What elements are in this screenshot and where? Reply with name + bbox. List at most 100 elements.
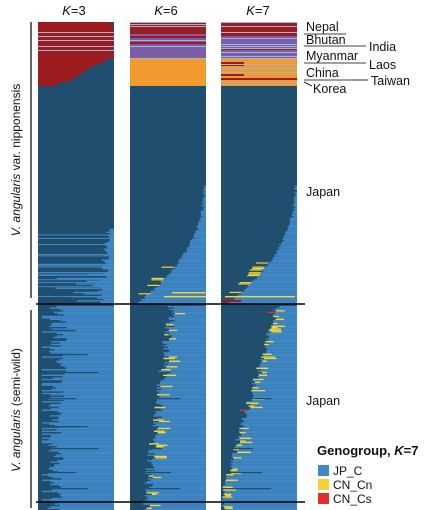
ancestry-segment xyxy=(41,440,114,442)
ancestry-segment xyxy=(232,468,297,470)
ancestry-segment xyxy=(163,374,206,376)
ancestry-segment xyxy=(48,444,115,446)
ancestry-segment xyxy=(221,40,297,42)
ancestry-segment xyxy=(171,269,206,271)
ancestry-segment xyxy=(162,341,206,343)
ancestry-segment xyxy=(234,446,297,448)
ancestry-segment xyxy=(239,437,252,439)
ancestry-segment xyxy=(153,422,206,424)
ancestry-segment xyxy=(147,497,206,500)
ancestry-segment xyxy=(203,188,206,190)
ancestry-segment xyxy=(154,440,206,442)
ancestry-segment xyxy=(168,356,177,358)
ancestry-segment xyxy=(172,311,206,313)
ancestry-segment xyxy=(294,188,297,190)
ancestry-segment xyxy=(230,469,238,472)
ancestry-segment xyxy=(166,70,206,72)
ancestry-segment xyxy=(149,486,206,488)
ancestry-segment xyxy=(156,444,206,446)
ancestry-segment xyxy=(60,345,114,347)
ancestry-segment xyxy=(293,212,297,214)
ancestry-segment xyxy=(188,66,206,68)
ancestry-segment xyxy=(225,479,238,481)
ancestry-segment xyxy=(273,321,297,323)
ancestry-segment xyxy=(157,394,206,396)
ancestry-segment xyxy=(176,263,206,266)
ancestry-segment xyxy=(169,350,206,353)
ancestry-segment xyxy=(289,223,297,225)
ancestry-segment xyxy=(63,314,114,316)
ancestry-segment xyxy=(235,439,297,441)
ancestry-segment xyxy=(171,270,206,273)
ancestry-segment xyxy=(202,199,206,201)
ancestry-segment xyxy=(156,402,206,404)
ancestry-segment xyxy=(230,465,297,467)
ancestry-segment xyxy=(259,74,297,76)
ancestry-segment xyxy=(256,262,269,264)
ancestry-segment xyxy=(38,34,114,36)
ancestry-segment xyxy=(163,405,206,407)
ancestry-segment xyxy=(41,401,114,403)
ancestry-segment xyxy=(221,300,241,302)
ancestry-segment xyxy=(106,231,114,233)
ancestry-segment xyxy=(176,68,206,70)
ancestry-segment xyxy=(102,268,114,270)
ancestry-segment xyxy=(159,381,206,383)
ancestry-segment xyxy=(169,338,206,340)
ancestry-segment xyxy=(48,398,114,400)
ancestry-segment xyxy=(178,259,206,261)
ancestry-segment xyxy=(106,251,114,253)
ancestry-segment xyxy=(261,356,275,358)
ancestry-segment xyxy=(262,353,272,355)
ancestry-segment xyxy=(106,276,114,278)
ancestry-segment xyxy=(269,336,297,339)
ancestry-segment xyxy=(130,62,206,64)
ancestry-segment xyxy=(239,409,248,411)
region-label-myanmar: Myanmar xyxy=(306,49,358,63)
ancestry-segment xyxy=(200,220,206,222)
row-line xyxy=(38,50,114,51)
ancestry-segment xyxy=(130,56,206,58)
ancestry-segment xyxy=(51,448,114,451)
ancestry-segment xyxy=(174,320,206,322)
ancestry-segment xyxy=(146,507,206,509)
ancestry-segment xyxy=(109,228,114,231)
region-label-china: China xyxy=(306,66,339,80)
ancestry-segment xyxy=(257,370,297,372)
ancestry-segment xyxy=(38,74,82,76)
ancestry-segment xyxy=(277,249,297,252)
ancestry-segment xyxy=(200,214,206,217)
ancestry-segment xyxy=(61,381,114,383)
ancestry-segment xyxy=(52,476,114,479)
ancestry-segment xyxy=(153,439,206,441)
ancestry-segment xyxy=(154,287,206,289)
ancestry-segment xyxy=(146,294,206,296)
ancestry-segment xyxy=(226,474,297,476)
ancestry-segment xyxy=(150,293,206,295)
ancestry-segment xyxy=(190,240,206,242)
ancestry-segment xyxy=(38,70,86,72)
ancestry-segment xyxy=(153,415,206,417)
ancestry-segment xyxy=(223,485,297,487)
ancestry-segment xyxy=(250,283,297,285)
ancestry-segment xyxy=(50,404,114,406)
ancestry-segment xyxy=(155,423,206,425)
row-line xyxy=(130,22,206,23)
ancestry-segment xyxy=(52,443,114,445)
ancestry-segment xyxy=(104,261,114,263)
ancestry-segment xyxy=(157,427,171,430)
ancestry-segment xyxy=(251,398,297,400)
ancestry-segment xyxy=(160,385,206,388)
ancestry-segment xyxy=(173,72,206,74)
ancestry-segment xyxy=(276,252,297,254)
ancestry-segment xyxy=(38,66,91,68)
ancestry-segment xyxy=(57,492,114,494)
ancestry-segment xyxy=(221,34,297,36)
ancestry-segment xyxy=(275,318,297,320)
ancestry-segment xyxy=(221,426,244,428)
ancestry-segment xyxy=(38,264,114,265)
ancestry-segment xyxy=(41,378,114,381)
ancestry-segment xyxy=(130,488,181,490)
ancestry-segment xyxy=(200,210,206,212)
ancestry-segment xyxy=(172,314,206,316)
